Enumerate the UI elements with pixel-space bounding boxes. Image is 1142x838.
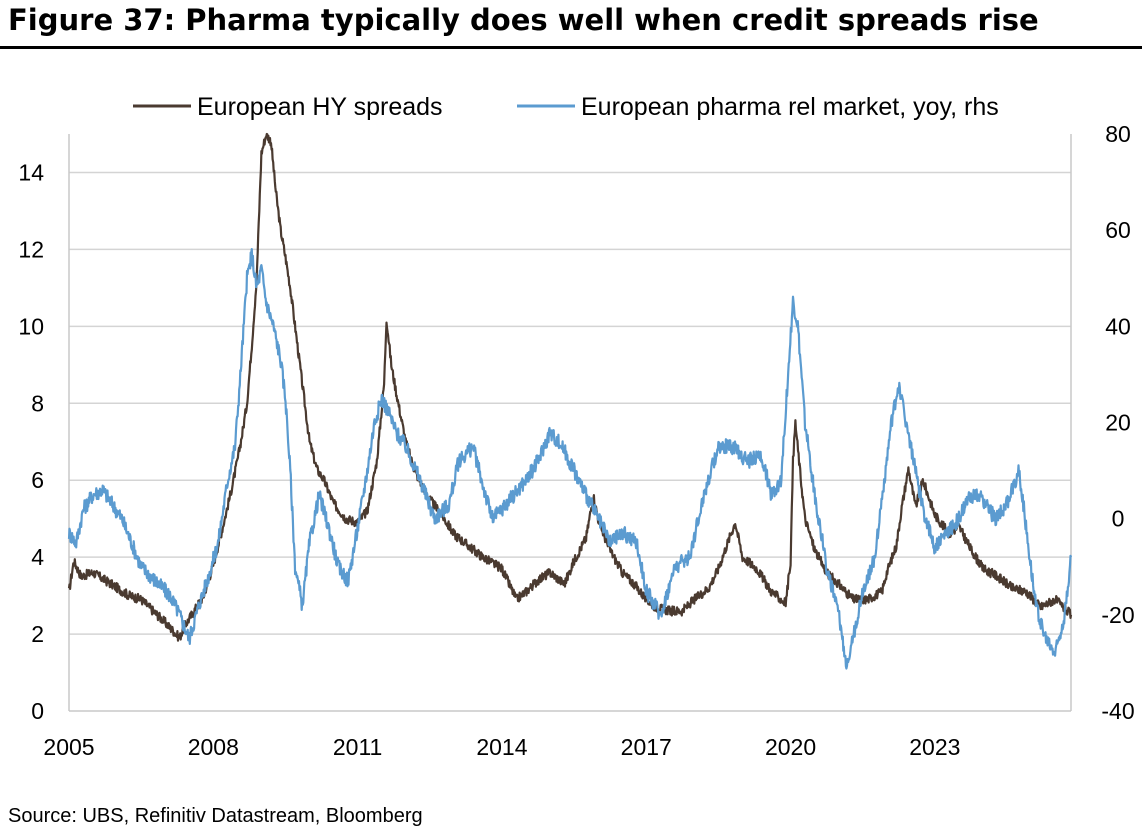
line-chart: 0 2 4 6 8 10 12 14 -40 -20 0 20 40 60 80 2005 2008 2011 20…	[18, 93, 1134, 760]
chart-area: 0 2 4 6 8 10 12 14 -40 -20 0 20 40 60 80 2005 2008 2011 20…	[0, 60, 1142, 790]
y-right-tick-label: 20	[1105, 410, 1131, 436]
y-left-tick-label: 2	[31, 621, 44, 647]
y-right-tick-label: 80	[1105, 121, 1131, 147]
y-left-tick-label: 8	[31, 390, 44, 416]
y-left-tick-label: 6	[31, 467, 44, 493]
y-left-tick-label: 14	[18, 159, 44, 185]
x-tick-label: 2017	[621, 734, 672, 760]
title-divider	[0, 46, 1142, 49]
y-left-tick-label: 0	[31, 698, 44, 724]
y-left-tick-label: 4	[31, 544, 44, 570]
legend-item-hy-spreads: European HY spreads	[133, 93, 443, 121]
gridlines	[69, 171, 1071, 635]
x-tick-label: 2005	[43, 734, 94, 760]
y-right-tick-label: 60	[1105, 217, 1131, 243]
legend: European HY spreads European pharma rel m…	[133, 93, 999, 121]
x-tick-label: 2014	[476, 734, 527, 760]
source-note: Source: UBS, Refinitiv Datastream, Bloom…	[8, 805, 423, 827]
y-left-tick-label: 10	[18, 313, 44, 339]
y-right-tick-label: -40	[1101, 698, 1134, 724]
series-lines	[67, 132, 1073, 670]
figure-title: Figure 37: Pharma typically does well wh…	[8, 3, 1039, 37]
legend-label: European HY spreads	[197, 93, 443, 121]
x-tick-label: 2008	[188, 734, 239, 760]
legend-item-pharma-rel: European pharma rel market, yoy, rhs	[517, 93, 999, 121]
legend-label: European pharma rel market, yoy, rhs	[581, 93, 999, 121]
x-tick-label: 2023	[909, 734, 960, 760]
x-tick-label: 2020	[765, 734, 816, 760]
series-line-pharma-rel	[67, 248, 1073, 670]
y-right-tick-label: 0	[1112, 506, 1125, 532]
y-right-tick-label: -20	[1101, 602, 1134, 628]
axes: 0 2 4 6 8 10 12 14 -40 -20 0 20 40 60 80 2005 2008 2011 20…	[18, 121, 1134, 760]
x-tick-label: 2011	[333, 734, 382, 760]
y-right-tick-label: 40	[1105, 313, 1131, 339]
y-left-tick-label: 12	[18, 236, 44, 262]
series-line-hy-spreads	[67, 132, 1073, 642]
